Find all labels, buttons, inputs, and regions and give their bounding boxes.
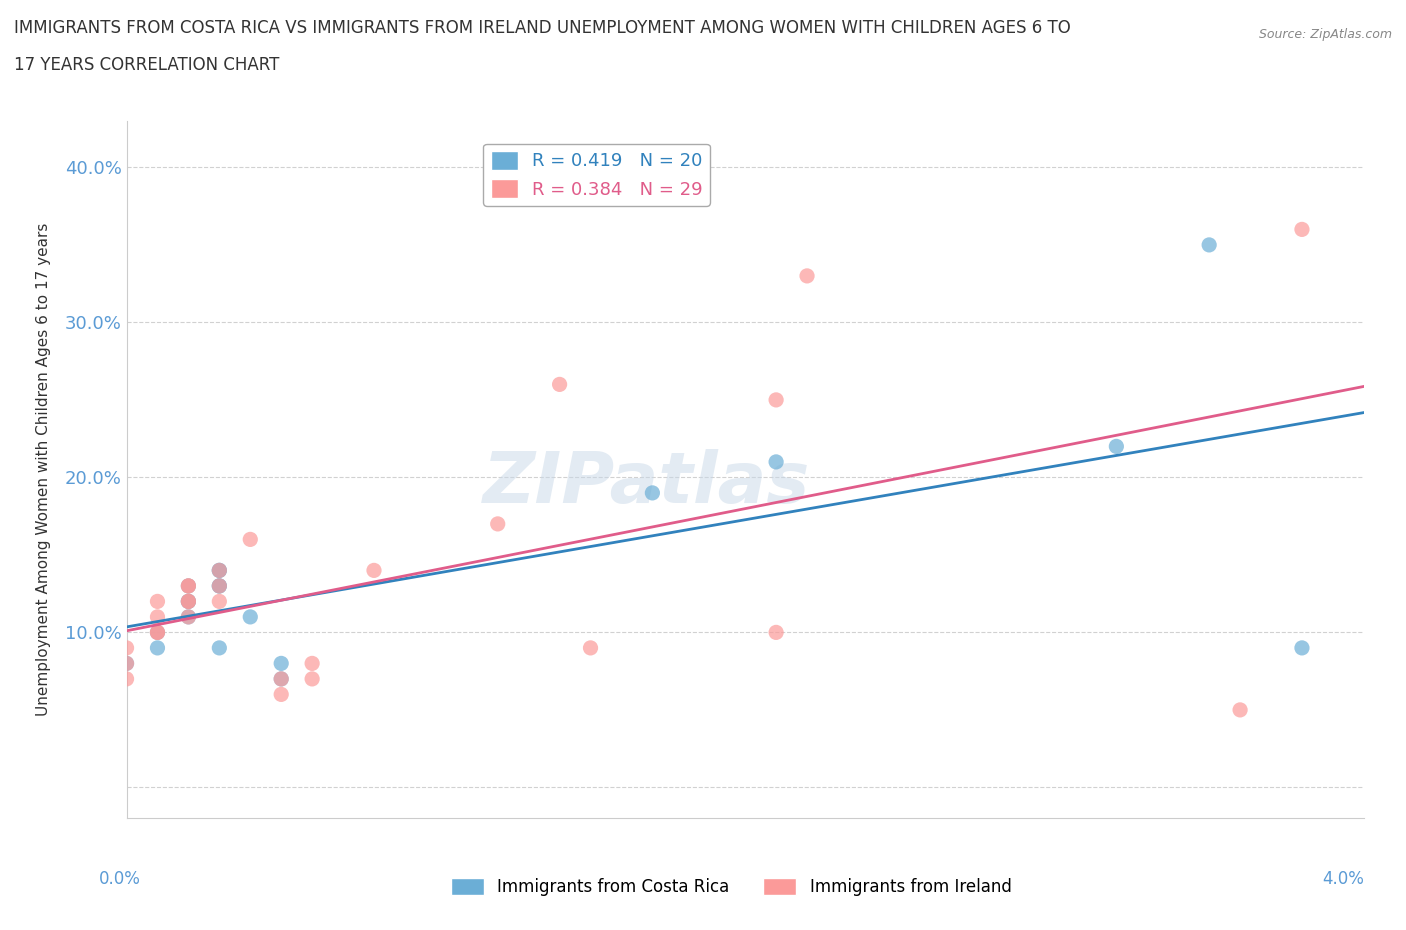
Point: [239, 609, 262, 624]
Point: [177, 578, 200, 593]
Point: [363, 563, 385, 578]
Point: [208, 594, 231, 609]
Point: [1291, 222, 1313, 237]
Point: [1105, 439, 1128, 454]
Point: [208, 578, 231, 593]
Y-axis label: Unemployment Among Women with Children Ages 6 to 17 years: Unemployment Among Women with Children A…: [37, 223, 51, 716]
Text: ZIPatlas: ZIPatlas: [482, 449, 810, 518]
Point: [765, 455, 787, 470]
Point: [115, 671, 138, 686]
Point: [146, 625, 169, 640]
Point: [270, 671, 292, 686]
Point: [146, 594, 169, 609]
Point: [548, 377, 571, 392]
Point: [208, 563, 231, 578]
Point: [177, 594, 200, 609]
Text: 4.0%: 4.0%: [1322, 870, 1364, 888]
Point: [177, 594, 200, 609]
Point: [1291, 641, 1313, 656]
Point: [270, 671, 292, 686]
Point: [146, 625, 169, 640]
Point: [146, 625, 169, 640]
Point: [177, 578, 200, 593]
Point: [239, 532, 262, 547]
Point: [208, 578, 231, 593]
Point: [146, 641, 169, 656]
Point: [579, 641, 602, 656]
Text: 0.0%: 0.0%: [98, 870, 141, 888]
Point: [208, 563, 231, 578]
Point: [486, 516, 509, 531]
Point: [1229, 702, 1251, 717]
Point: [146, 609, 169, 624]
Text: 17 YEARS CORRELATION CHART: 17 YEARS CORRELATION CHART: [14, 56, 280, 73]
Text: IMMIGRANTS FROM COSTA RICA VS IMMIGRANTS FROM IRELAND UNEMPLOYMENT AMONG WOMEN W: IMMIGRANTS FROM COSTA RICA VS IMMIGRANTS…: [14, 19, 1071, 36]
Text: Source: ZipAtlas.com: Source: ZipAtlas.com: [1258, 28, 1392, 41]
Point: [115, 641, 138, 656]
Point: [270, 656, 292, 671]
Legend: R = 0.419   N = 20, R = 0.384   N = 29: R = 0.419 N = 20, R = 0.384 N = 29: [484, 144, 710, 206]
Point: [177, 594, 200, 609]
Point: [115, 656, 138, 671]
Point: [301, 671, 323, 686]
Point: [115, 656, 138, 671]
Legend: Immigrants from Costa Rica, Immigrants from Ireland: Immigrants from Costa Rica, Immigrants f…: [444, 871, 1018, 903]
Point: [208, 563, 231, 578]
Point: [177, 609, 200, 624]
Point: [641, 485, 664, 500]
Point: [177, 594, 200, 609]
Point: [765, 392, 787, 407]
Point: [765, 625, 787, 640]
Point: [177, 578, 200, 593]
Point: [177, 609, 200, 624]
Point: [270, 687, 292, 702]
Point: [208, 641, 231, 656]
Point: [1198, 237, 1220, 252]
Point: [301, 656, 323, 671]
Point: [796, 269, 818, 284]
Point: [208, 578, 231, 593]
